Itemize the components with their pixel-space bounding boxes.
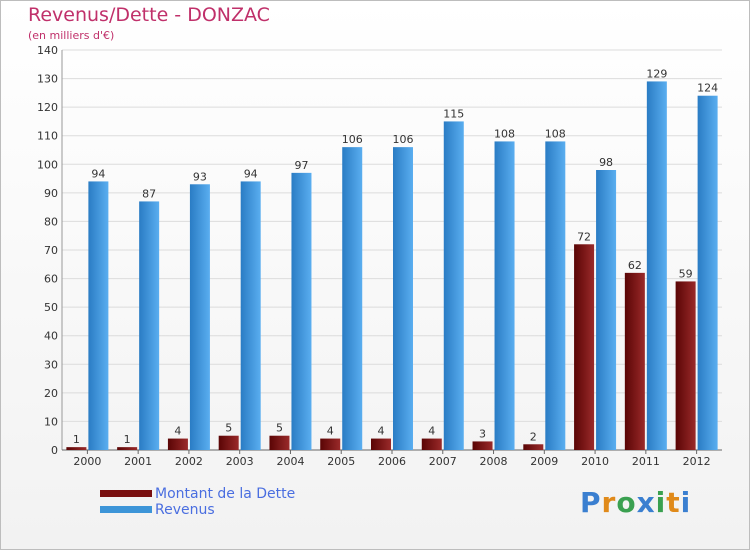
chart-title: Revenus/Dette - DONZAC — [28, 4, 270, 26]
y-tick-label: 60 — [44, 273, 58, 286]
logo-letter: r — [601, 486, 617, 519]
data-label-dette: 5 — [225, 422, 232, 435]
data-label-revenus: 87 — [142, 187, 156, 200]
data-label-dette: 59 — [679, 267, 693, 280]
y-tick-label: 30 — [44, 358, 58, 371]
proxiti-logo: Proxiti — [580, 486, 691, 519]
bar-dette — [523, 444, 544, 450]
logo-letter: o — [616, 486, 637, 519]
bar-dette — [117, 447, 138, 450]
data-label-revenus: 98 — [599, 156, 613, 169]
bar-dette — [269, 435, 290, 450]
bar-dette — [421, 438, 442, 450]
data-label-dette: 1 — [124, 433, 131, 446]
bar-dette — [66, 447, 87, 450]
bar-revenus — [494, 141, 515, 450]
y-tick-label: 80 — [44, 215, 58, 228]
x-tick-label: 2009 — [530, 455, 558, 468]
x-tick-label: 2003 — [226, 455, 254, 468]
legend-swatch-revenus — [100, 506, 152, 513]
bar-dette — [320, 438, 341, 450]
y-tick-label: 110 — [37, 130, 58, 143]
data-label-revenus: 94 — [244, 167, 258, 180]
x-tick-label: 2006 — [378, 455, 406, 468]
data-label-dette: 4 — [327, 425, 334, 438]
bar-revenus — [596, 170, 617, 450]
data-label-revenus: 124 — [697, 82, 718, 95]
data-label-revenus: 94 — [91, 167, 105, 180]
bar-dette — [371, 438, 391, 450]
legend-label-dette: Montant de la Dette — [155, 486, 296, 502]
bar-revenus — [545, 141, 566, 450]
legend-label-revenus: Revenus — [155, 502, 215, 518]
logo-letter: x — [636, 486, 656, 519]
bar-chart: 0 10 20 30 40 50 60 70 80 90 100 110 120 130 140 2000 1 9… — [37, 44, 722, 468]
bar-dette — [218, 435, 239, 450]
bar-dette — [574, 244, 595, 450]
data-label-revenus: 108 — [545, 127, 566, 140]
data-label-revenus: 93 — [193, 170, 207, 183]
data-label-dette: 4 — [378, 425, 385, 438]
y-tick-label: 130 — [37, 73, 58, 86]
y-tick-label: 40 — [44, 330, 58, 343]
bar-revenus — [139, 201, 160, 450]
logo-letter: t — [666, 486, 681, 519]
data-label-dette: 4 — [174, 425, 181, 438]
data-label-dette: 1 — [73, 433, 80, 446]
data-label-revenus: 129 — [646, 67, 667, 80]
bar-dette — [675, 281, 696, 450]
data-label-revenus: 108 — [494, 127, 515, 140]
bar-dette — [624, 272, 645, 450]
x-tick-label: 2001 — [124, 455, 152, 468]
bar-dette — [167, 438, 188, 450]
bar-revenus — [291, 172, 312, 450]
y-tick-label: 70 — [44, 244, 58, 257]
bar-revenus — [697, 95, 718, 450]
data-label-revenus: 106 — [342, 133, 363, 146]
x-tick-label: 2005 — [327, 455, 355, 468]
data-label-revenus: 106 — [393, 133, 414, 146]
y-tick-label: 50 — [44, 301, 58, 314]
x-tick-label: 2010 — [581, 455, 609, 468]
logo-letter: P — [580, 486, 602, 519]
data-label-dette: 62 — [628, 259, 642, 272]
x-tick-label: 2012 — [683, 455, 711, 468]
y-tick-label: 100 — [37, 158, 58, 171]
bar-dette — [472, 441, 493, 450]
data-label-dette: 3 — [479, 427, 486, 440]
x-tick-label: 2008 — [480, 455, 508, 468]
data-label-dette: 4 — [428, 425, 435, 438]
logo-letter: i — [680, 486, 692, 519]
data-label-dette: 2 — [530, 430, 537, 443]
bar-revenus — [443, 121, 464, 450]
x-tick-label: 2007 — [429, 455, 457, 468]
x-tick-label: 2000 — [73, 455, 101, 468]
data-label-revenus: 97 — [294, 159, 308, 172]
x-tick-label: 2011 — [632, 455, 660, 468]
bar-revenus — [88, 181, 109, 450]
y-tick-label: 90 — [44, 187, 58, 200]
data-label-dette: 72 — [577, 230, 591, 243]
bar-revenus — [646, 81, 667, 450]
y-tick-label: 10 — [44, 415, 58, 428]
y-tick-label: 20 — [44, 387, 58, 400]
logo-letter: i — [655, 486, 667, 519]
y-tick-label: 0 — [51, 444, 58, 457]
chart-subtitle: (en milliers d'€) — [28, 29, 115, 42]
x-tick-label: 2002 — [175, 455, 203, 468]
legend-swatch-dette — [100, 490, 152, 497]
data-label-dette: 5 — [276, 422, 283, 435]
bar-revenus — [240, 181, 261, 450]
bar-revenus — [342, 147, 363, 450]
y-tick-label: 140 — [37, 44, 58, 57]
bar-revenus — [189, 184, 210, 451]
data-label-revenus: 115 — [443, 107, 464, 120]
y-tick-label: 120 — [37, 101, 58, 114]
bar-revenus — [393, 147, 413, 450]
x-tick-label: 2004 — [276, 455, 304, 468]
